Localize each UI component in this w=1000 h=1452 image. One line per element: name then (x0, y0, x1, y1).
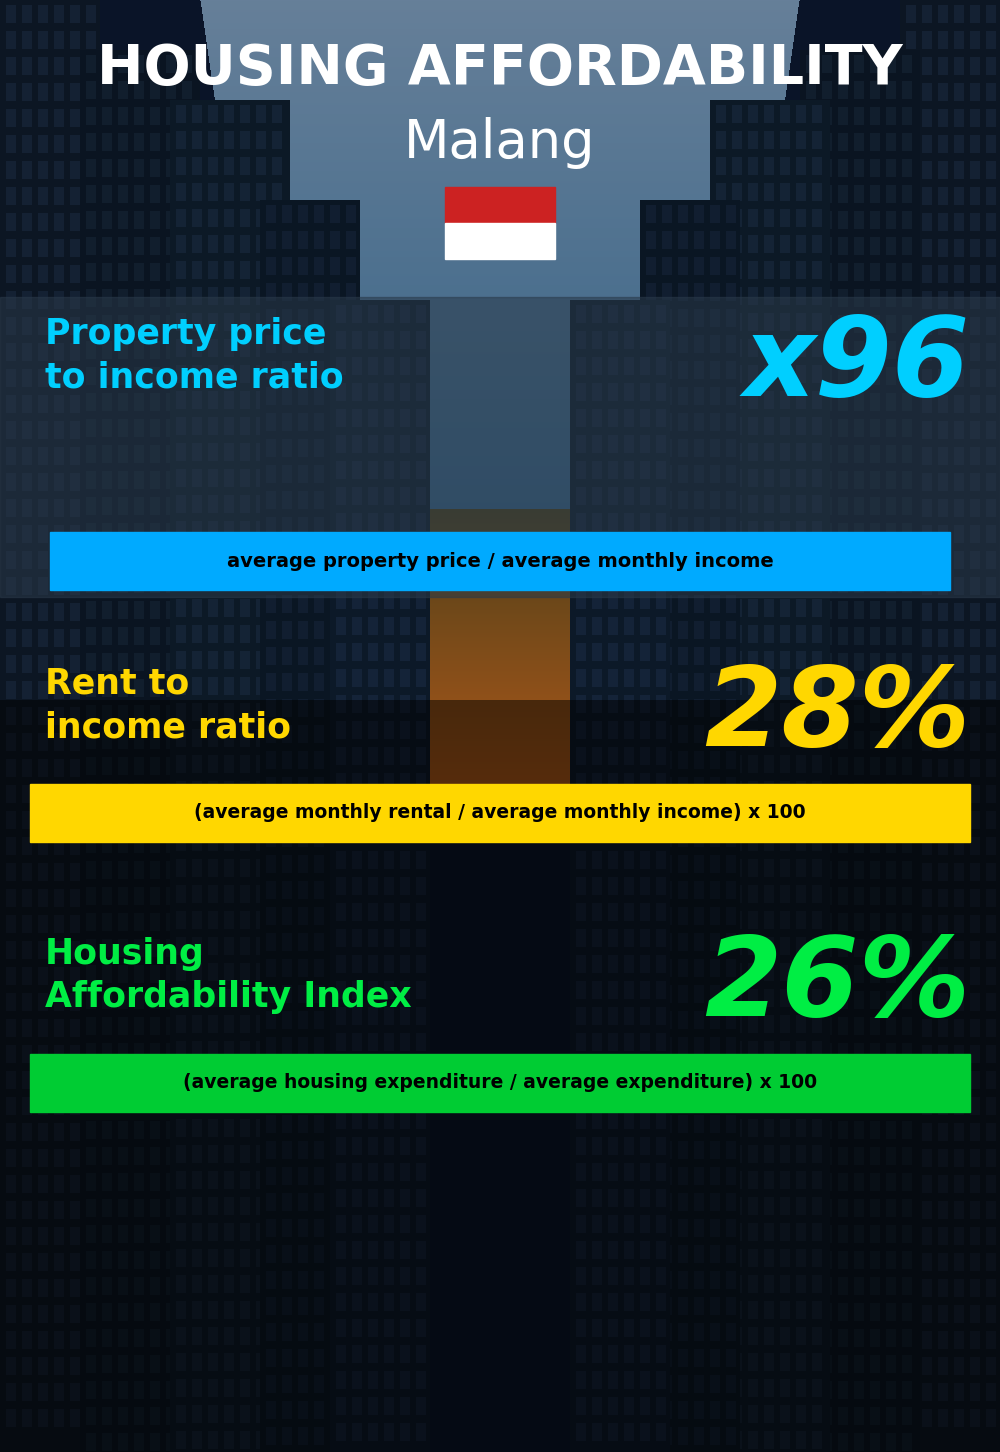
Text: Malang: Malang (404, 118, 596, 168)
Text: 26%: 26% (704, 932, 970, 1040)
Bar (30, 784, 970, 842)
Text: (average monthly rental / average monthly income) x 100: (average monthly rental / average monthl… (194, 803, 806, 822)
Text: (average housing expenditure / average expenditure) x 100: (average housing expenditure / average e… (183, 1073, 817, 1092)
Text: Rent to
income ratio: Rent to income ratio (45, 666, 291, 745)
Text: average property price / average monthly income: average property price / average monthly… (227, 552, 773, 571)
Bar (30, 1054, 970, 1112)
Text: Housing
Affordability Index: Housing Affordability Index (45, 937, 412, 1015)
Bar (445, 224, 555, 258)
Bar (445, 187, 555, 224)
Text: x96: x96 (744, 312, 970, 420)
FancyBboxPatch shape (0, 298, 1000, 597)
Text: Property price
to income ratio: Property price to income ratio (45, 317, 344, 395)
Text: 28%: 28% (704, 662, 970, 770)
Bar (50, 531, 950, 590)
Text: HOUSING AFFORDABILITY: HOUSING AFFORDABILITY (97, 42, 903, 96)
